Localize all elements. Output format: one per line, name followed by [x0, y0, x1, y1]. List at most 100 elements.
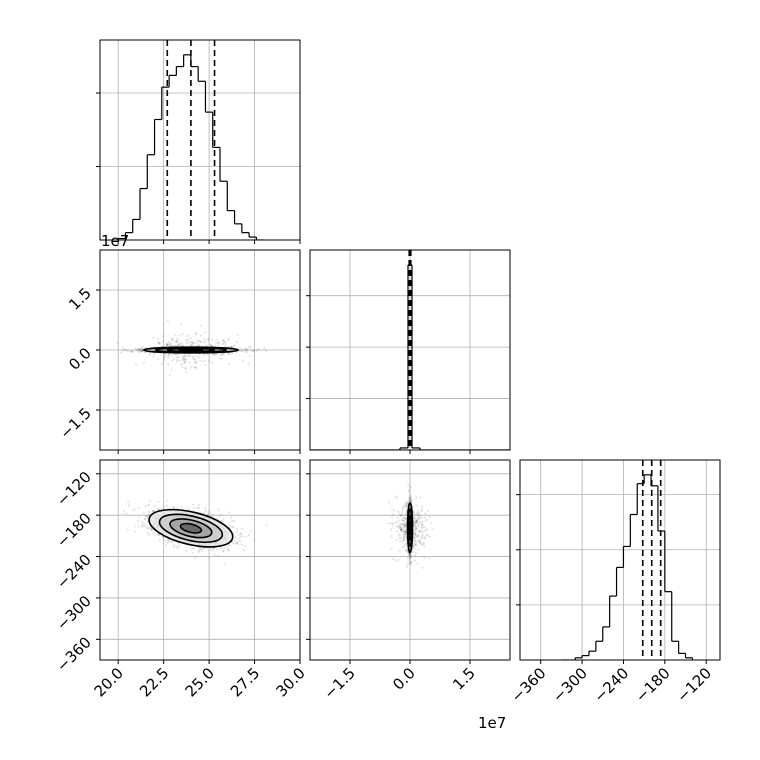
sample-point: [409, 553, 412, 557]
sample-point: [422, 541, 425, 544]
sample-point: [171, 337, 174, 340]
sample-point: [140, 347, 143, 350]
sample-point: [401, 511, 404, 514]
sample-point: [165, 342, 169, 345]
sample-point: [399, 530, 402, 533]
x-tick-label: 30.0: [272, 664, 308, 700]
sample-point: [177, 356, 180, 359]
sample-point: [181, 359, 184, 362]
sample-point: [419, 536, 422, 539]
sample-point: [193, 547, 196, 550]
sample-point: [228, 511, 231, 514]
sample-point: [421, 533, 424, 536]
sample-point: [245, 348, 248, 351]
sample-point: [405, 548, 408, 552]
sample-point: [417, 510, 420, 513]
sample-point: [398, 536, 401, 540]
sample-point: [169, 374, 172, 377]
sample-point: [410, 495, 413, 498]
sample-point: [142, 361, 146, 364]
sample-point: [218, 341, 221, 344]
sample-point: [199, 334, 202, 337]
sample-point: [130, 350, 133, 353]
sample-point: [394, 559, 397, 563]
sample-point: [197, 504, 200, 507]
sample-point: [194, 556, 197, 559]
sample-point: [414, 530, 417, 534]
sample-point: [220, 357, 224, 360]
sample-point: [414, 524, 417, 527]
sample-point: [403, 535, 406, 538]
sample-point: [127, 504, 131, 507]
sample-point: [404, 503, 407, 507]
sample-point: [212, 353, 215, 356]
sample-point: [405, 516, 408, 519]
sample-point: [190, 365, 193, 368]
sample-point: [421, 523, 424, 527]
sample-point: [403, 524, 406, 528]
sample-point: [231, 526, 234, 530]
sample-point: [414, 542, 417, 545]
sample-point: [210, 344, 213, 347]
sample-point: [201, 547, 205, 550]
sample-point: [414, 513, 417, 516]
sample-point: [147, 510, 150, 514]
sample-point: [147, 503, 150, 506]
sample-point: [147, 514, 150, 517]
sample-point: [204, 364, 207, 367]
sample-point: [146, 526, 149, 530]
sample-point: [214, 344, 217, 347]
sample-point: [195, 342, 198, 345]
sample-point: [195, 361, 198, 364]
sample-point: [414, 532, 417, 535]
sample-point: [248, 354, 251, 357]
sample-point: [409, 499, 412, 502]
sample-point: [167, 343, 170, 346]
sample-point: [195, 366, 198, 369]
sample-point: [406, 548, 409, 551]
sample-point: [391, 508, 394, 511]
sample-point: [408, 497, 411, 500]
sample-point: [416, 524, 419, 527]
sample-point: [124, 349, 127, 352]
sample-point: [196, 355, 199, 358]
sample-point: [409, 485, 412, 489]
sample-point: [206, 513, 209, 516]
sample-point: [408, 496, 411, 499]
sample-point: [166, 343, 169, 346]
sample-point: [141, 525, 144, 528]
sample-point: [141, 347, 144, 350]
sample-point: [244, 350, 247, 353]
sample-point: [418, 538, 421, 542]
sample-point: [222, 549, 225, 553]
sample-point: [144, 518, 147, 521]
sample-point: [213, 553, 216, 556]
sample-point: [173, 544, 176, 547]
sample-point: [235, 527, 238, 530]
sample-point: [184, 367, 187, 370]
sample-point: [171, 359, 174, 362]
sample-point: [239, 535, 242, 538]
sample-point: [191, 355, 194, 358]
sample-point: [412, 511, 415, 514]
sample-point: [411, 550, 415, 554]
sample-point: [404, 531, 407, 534]
sample-point: [242, 548, 246, 552]
sample-point: [403, 526, 406, 529]
sample-point: [426, 509, 429, 512]
sample-point: [134, 363, 138, 366]
sample-point: [405, 504, 408, 507]
sample-point: [167, 341, 170, 344]
sample-point: [240, 350, 243, 353]
sample-point: [139, 348, 142, 351]
sample-point: [233, 539, 236, 542]
sample-point: [417, 530, 421, 533]
sample-point: [156, 533, 160, 536]
sample-point: [206, 337, 210, 340]
sample-point: [160, 362, 163, 365]
sample-point: [208, 511, 211, 515]
sample-point: [401, 530, 404, 533]
sample-point: [424, 512, 427, 515]
sample-point: [418, 516, 421, 519]
